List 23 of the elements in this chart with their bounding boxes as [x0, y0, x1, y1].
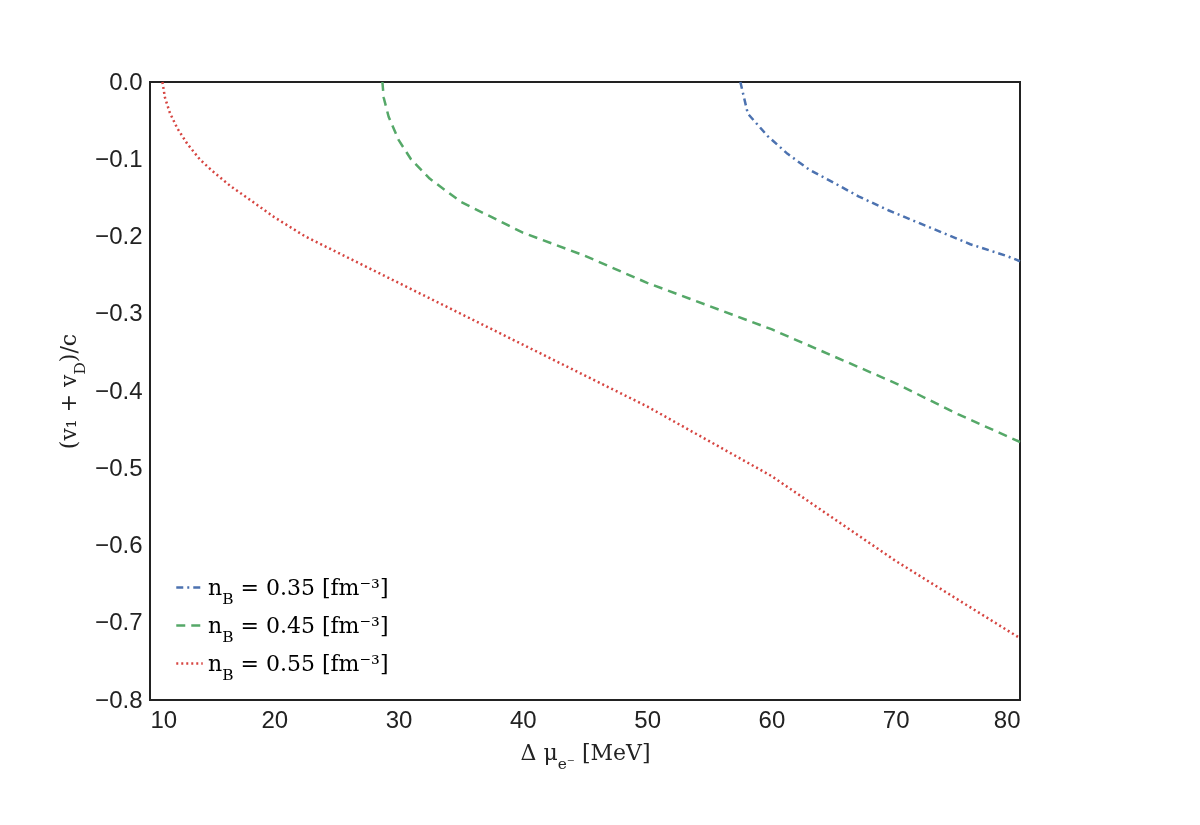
legend-label: n$_{B}$ = 0.35 [fm⁻³] — [208, 574, 389, 608]
legend-label: n$_{B}$ = 0.55 [fm⁻³] — [208, 650, 389, 684]
y-tick-label: −0.3 — [95, 299, 143, 327]
x-tick-label: 50 — [634, 705, 661, 733]
y-tick-label: −0.4 — [95, 376, 143, 404]
y-tick-label: −0.8 — [95, 685, 143, 713]
x-tick-label: 30 — [385, 705, 413, 733]
y-tick-label: −0.5 — [95, 453, 143, 481]
y-tick-label: 0.0 — [109, 67, 143, 95]
x-tick-label: 20 — [261, 705, 289, 733]
x-tick-label: 70 — [882, 705, 910, 733]
x-axis-title: Δ μ$_{e⁻}$ [MeV] — [520, 739, 651, 773]
line-series — [381, 80, 1022, 444]
x-tick-label: 80 — [993, 705, 1021, 733]
line-series — [739, 80, 1022, 263]
x-tick-label: 60 — [758, 705, 786, 733]
x-tick-label: 10 — [150, 705, 178, 733]
y-tick-label: −0.1 — [95, 144, 143, 172]
y-tick-label: −0.6 — [95, 531, 143, 558]
legend-label: n$_{B}$ = 0.45 [fm⁻³] — [208, 612, 389, 646]
y-tick-label: −0.2 — [95, 222, 143, 249]
y-tick-label: −0.7 — [95, 608, 143, 636]
x-tick-label: 40 — [510, 705, 537, 733]
